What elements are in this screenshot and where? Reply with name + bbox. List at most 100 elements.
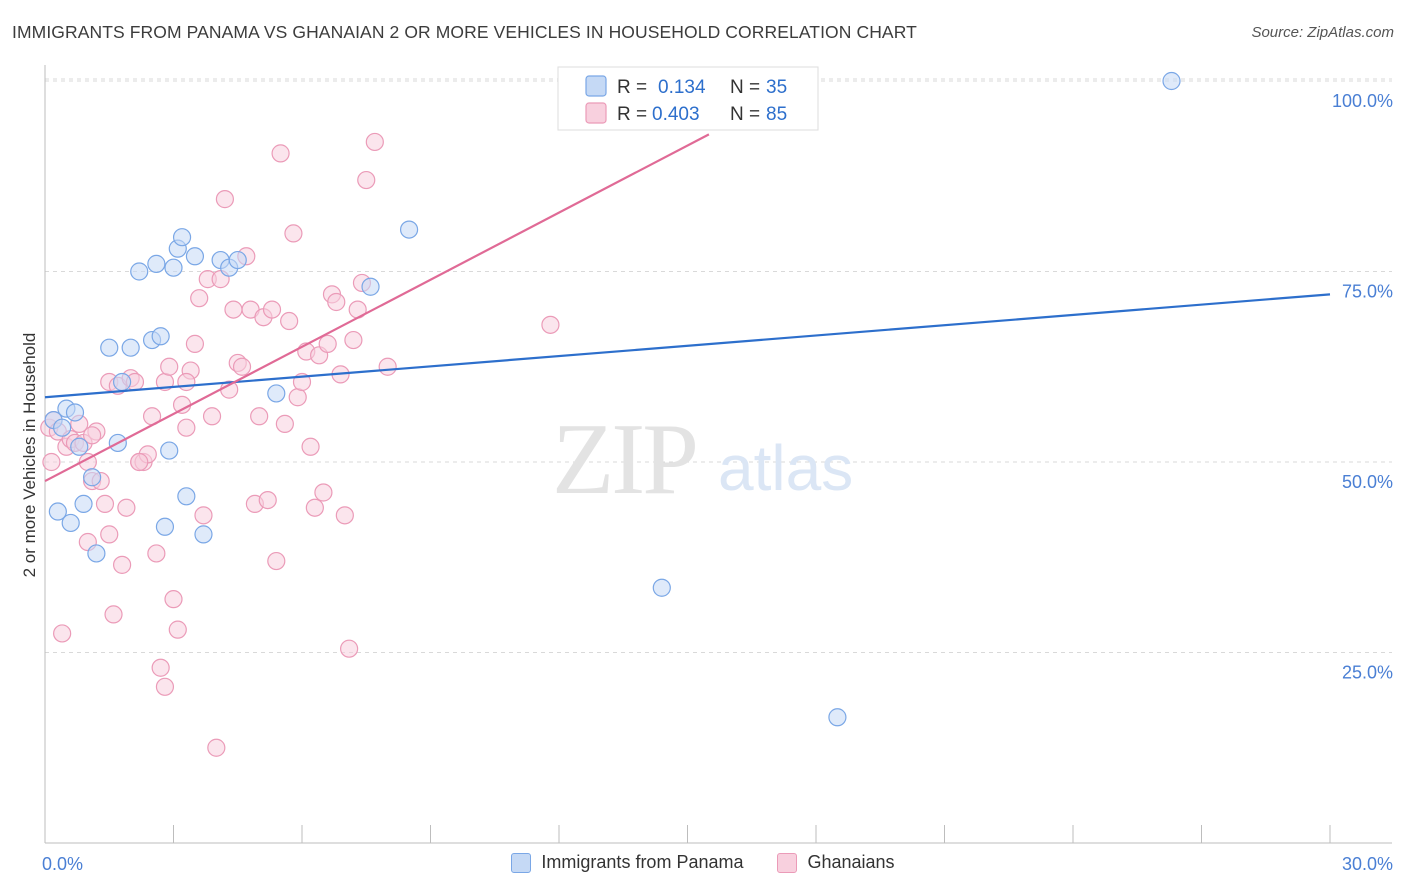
legend-n-label-1: N = bbox=[730, 77, 760, 98]
data-point bbox=[83, 468, 102, 487]
data-point bbox=[42, 452, 61, 472]
source-note: Source: ZipAtlas.com bbox=[1251, 24, 1394, 41]
data-point bbox=[130, 452, 149, 472]
data-point bbox=[344, 330, 363, 350]
axes bbox=[44, 65, 1392, 844]
data-point bbox=[160, 441, 179, 460]
data-point bbox=[117, 498, 136, 517]
series-legend: Immigrants from Panama Ghanaians bbox=[0, 852, 1406, 873]
data-point bbox=[121, 338, 140, 357]
data-point bbox=[177, 418, 196, 437]
data-point bbox=[327, 292, 346, 312]
data-point bbox=[53, 624, 72, 643]
data-point bbox=[130, 262, 149, 281]
data-point bbox=[61, 513, 80, 533]
series-immigrants-from-panama bbox=[44, 71, 1181, 727]
legend-item-panama: Immigrants from Panama bbox=[511, 852, 743, 873]
data-point bbox=[194, 525, 213, 544]
data-point bbox=[100, 525, 119, 544]
data-point bbox=[83, 426, 102, 445]
legend-r-label-1: R = bbox=[617, 77, 647, 98]
data-point bbox=[164, 258, 183, 277]
trend-line-panama bbox=[44, 293, 1331, 399]
data-point bbox=[185, 334, 205, 353]
data-point bbox=[262, 300, 282, 319]
legend-label: Immigrants from Panama bbox=[541, 852, 744, 872]
data-point bbox=[224, 300, 243, 319]
legend-swatch bbox=[777, 852, 798, 873]
tick-labels: 100.0% 75.0% 50.0% 25.0% 0.0% 30.0% bbox=[42, 91, 1393, 874]
y-tick-label: 50.0% bbox=[1342, 472, 1393, 492]
data-point bbox=[155, 517, 175, 536]
legend-n-value-1: 35 bbox=[766, 77, 787, 98]
x-tick-label: 30.0% bbox=[1342, 854, 1393, 874]
data-point bbox=[250, 407, 269, 426]
data-point bbox=[48, 502, 67, 521]
data-point bbox=[112, 372, 132, 392]
data-point bbox=[185, 247, 205, 266]
legend-swatch-panama bbox=[585, 75, 607, 97]
data-point bbox=[301, 437, 320, 456]
legend-swatch bbox=[511, 852, 532, 873]
data-point bbox=[151, 327, 170, 346]
watermark-zip: ZIP bbox=[552, 403, 696, 516]
data-point bbox=[267, 384, 286, 403]
data-point bbox=[318, 334, 337, 353]
legend-r-value-2: 0.403 bbox=[652, 104, 700, 125]
data-point bbox=[232, 357, 252, 376]
data-point bbox=[399, 220, 419, 239]
data-point bbox=[160, 357, 179, 376]
data-point bbox=[340, 639, 359, 658]
data-point bbox=[284, 224, 303, 243]
data-point bbox=[147, 254, 166, 273]
watermark-atlas: atlas bbox=[718, 432, 853, 504]
data-point bbox=[365, 132, 384, 152]
data-point bbox=[207, 738, 226, 757]
data-point bbox=[378, 357, 397, 376]
data-point bbox=[228, 250, 247, 270]
legend-swatch-ghanaians bbox=[585, 102, 607, 124]
data-point bbox=[74, 494, 93, 514]
data-point bbox=[155, 677, 175, 696]
data-point bbox=[151, 658, 170, 677]
data-point bbox=[172, 395, 192, 414]
legend-r-label-2: R = bbox=[617, 104, 647, 125]
stats-legend: R = 0.134 N = 35 R = 0.403 N = 85 bbox=[557, 66, 819, 131]
trend-lines bbox=[44, 133, 1331, 483]
y-axis-label: 2 or more Vehicles in Household bbox=[20, 333, 39, 578]
data-point bbox=[202, 407, 222, 426]
data-point bbox=[828, 708, 847, 727]
data-point bbox=[87, 544, 106, 563]
data-point bbox=[271, 144, 290, 163]
y-tick-label: 100.0% bbox=[1332, 91, 1393, 111]
data-point bbox=[190, 289, 209, 308]
data-point bbox=[168, 620, 187, 639]
data-point bbox=[177, 372, 196, 392]
data-point bbox=[194, 506, 213, 525]
data-point bbox=[172, 228, 192, 247]
data-point bbox=[70, 437, 89, 456]
data-point bbox=[258, 491, 277, 510]
trend-line-ghanaians bbox=[44, 133, 710, 483]
data-point bbox=[275, 414, 294, 433]
data-point bbox=[652, 578, 671, 597]
data-point bbox=[65, 403, 85, 422]
data-point bbox=[112, 555, 132, 574]
data-point bbox=[541, 315, 560, 334]
legend-label: Ghanaians bbox=[807, 852, 895, 872]
data-point bbox=[100, 338, 119, 357]
data-point bbox=[361, 277, 380, 296]
data-point bbox=[177, 487, 196, 506]
legend-r-value-1: 0.134 bbox=[658, 77, 706, 98]
data-point bbox=[335, 506, 354, 525]
x-tick-label: 0.0% bbox=[42, 854, 83, 874]
legend-n-value-2: 85 bbox=[766, 104, 787, 125]
data-point bbox=[215, 190, 234, 209]
y-tick-label: 25.0% bbox=[1342, 663, 1393, 683]
legend-item-ghanaians: Ghanaians bbox=[777, 852, 895, 873]
watermark: ZIP atlas bbox=[552, 403, 853, 516]
data-point bbox=[314, 483, 333, 502]
data-point bbox=[288, 388, 307, 407]
chart-title: IMMIGRANTS FROM PANAMA VS GHANAIAN 2 OR … bbox=[12, 22, 917, 42]
